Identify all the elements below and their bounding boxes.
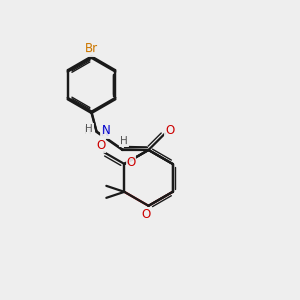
Text: N: N <box>101 125 110 139</box>
Text: N: N <box>102 124 111 137</box>
Text: O: O <box>96 139 106 152</box>
Text: H: H <box>120 136 128 146</box>
Text: Br: Br <box>85 43 98 56</box>
Text: H: H <box>85 124 93 134</box>
Text: O: O <box>141 208 150 221</box>
Text: H: H <box>120 136 128 147</box>
Text: Br: Br <box>85 41 98 55</box>
Text: H: H <box>84 125 92 136</box>
Text: O: O <box>165 124 174 137</box>
Text: O: O <box>126 156 136 169</box>
